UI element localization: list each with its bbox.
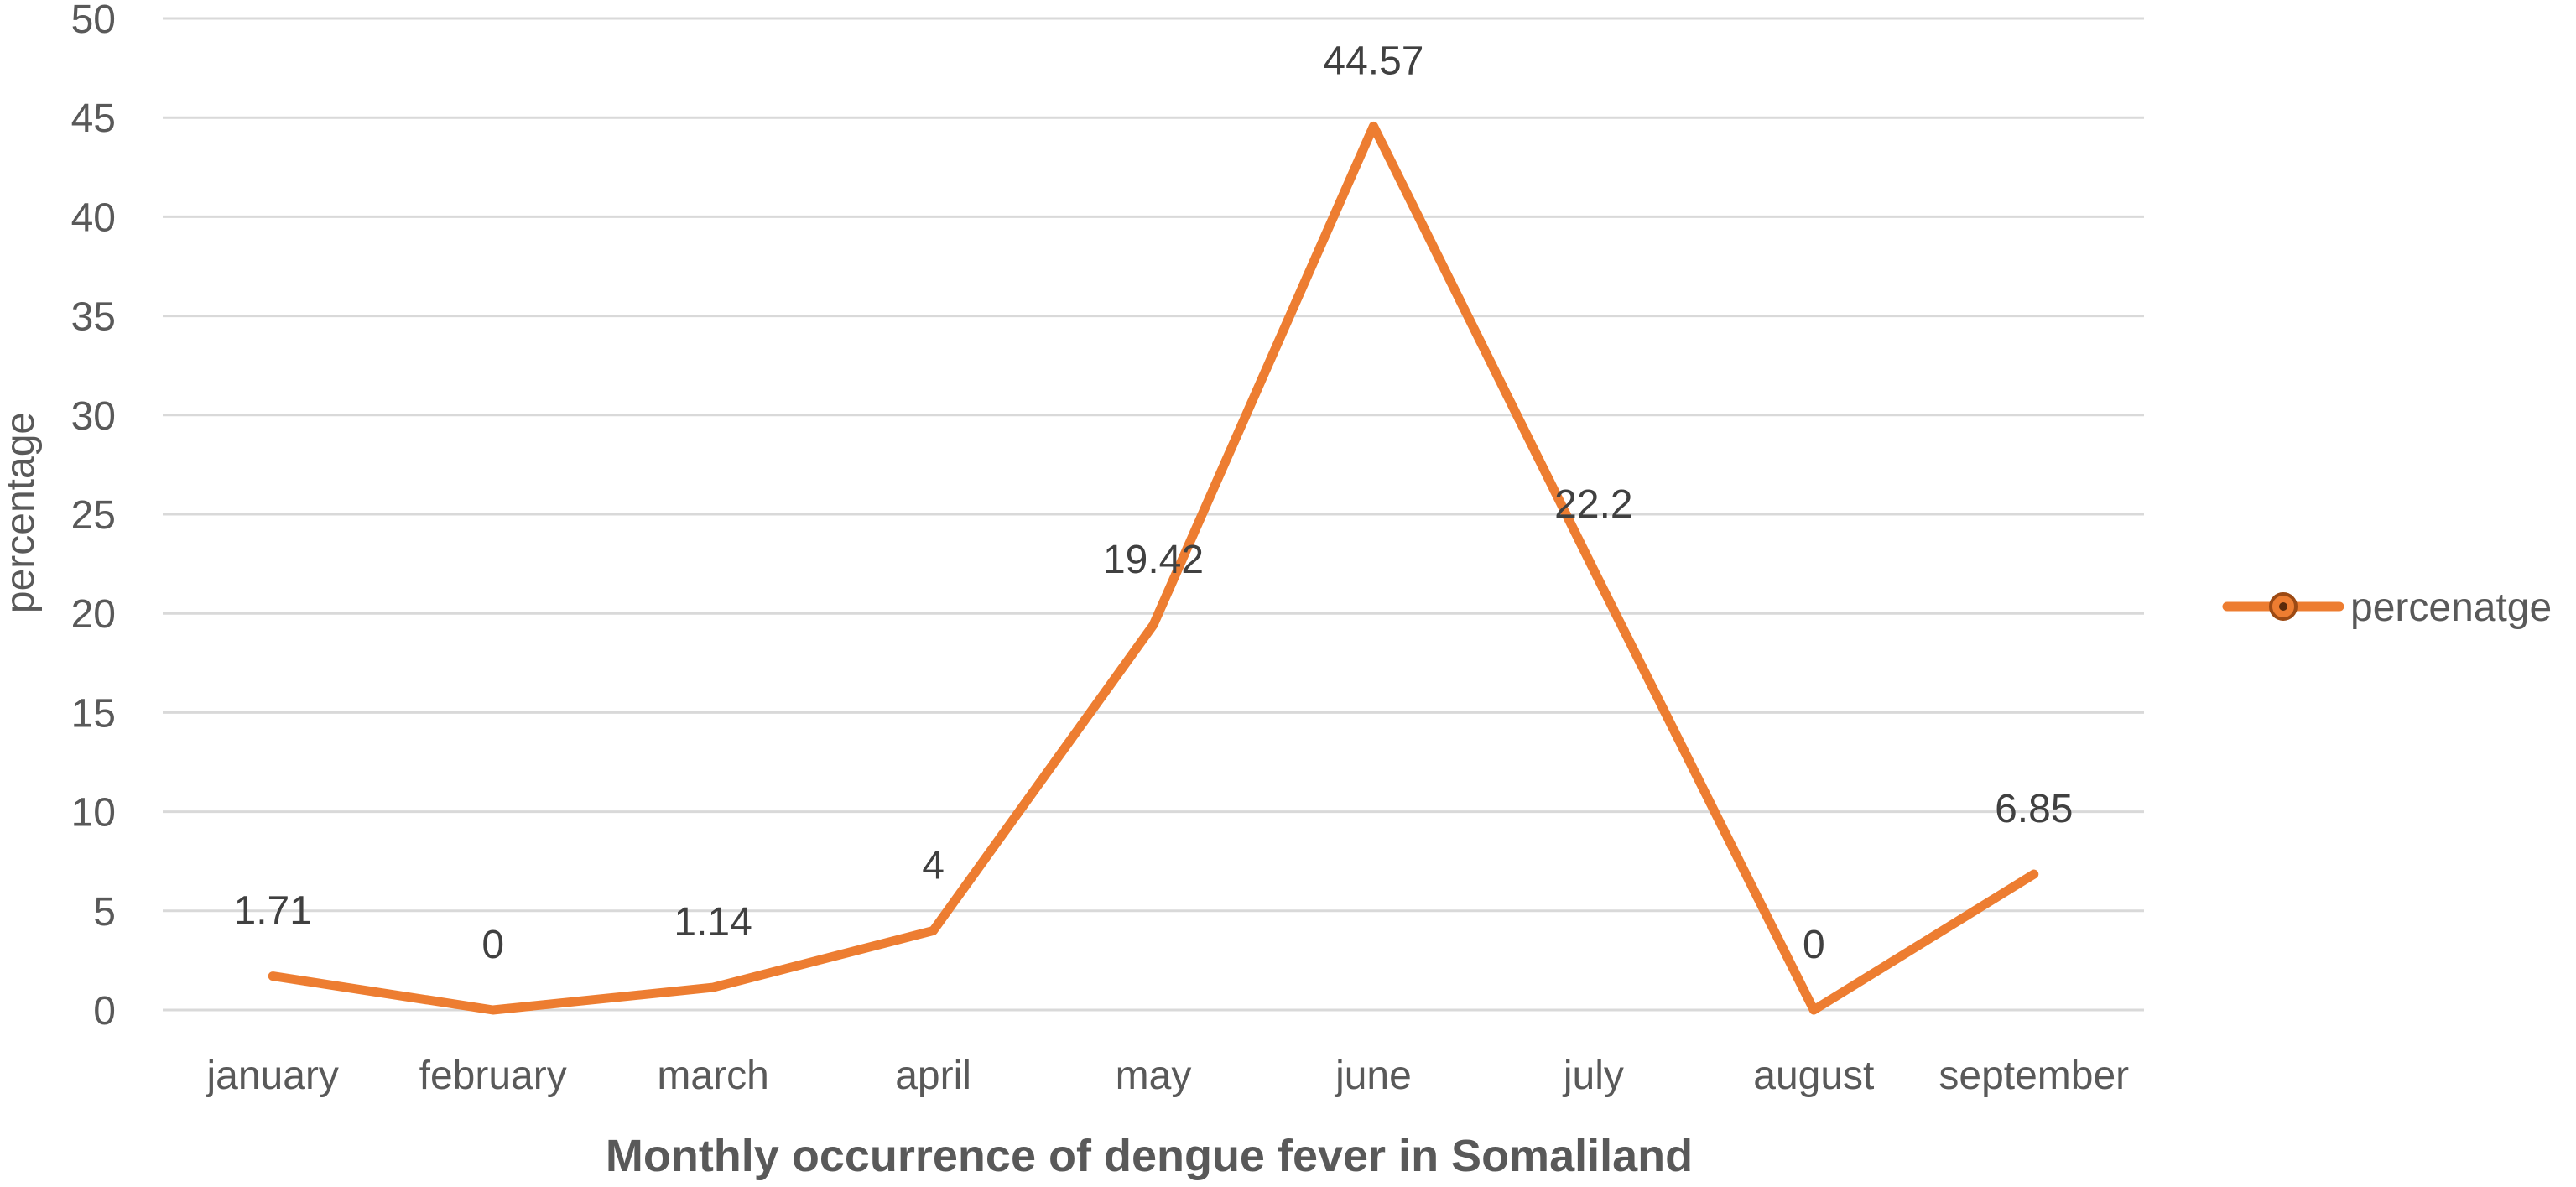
y-tick-label: 30 (71, 394, 116, 439)
data-point (270, 973, 276, 979)
y-axis-title: percentage (0, 412, 43, 613)
legend-marker-dot (2279, 602, 2287, 611)
y-tick-label: 0 (93, 989, 116, 1033)
x-tick-label: january (206, 1054, 339, 1098)
data-point (2031, 872, 2037, 877)
y-tick-label: 5 (93, 890, 116, 935)
data-label: 1.71 (234, 889, 312, 934)
data-point (1371, 123, 1376, 129)
data-point (930, 928, 936, 934)
data-label: 0 (1803, 923, 1825, 967)
x-tick-label: april (895, 1054, 971, 1098)
data-label: 1.14 (674, 900, 752, 945)
x-tick-label: june (1334, 1054, 1412, 1098)
y-tick-label: 10 (71, 791, 116, 836)
y-tick-label: 35 (71, 295, 116, 340)
data-point (710, 985, 716, 991)
x-axis-title: Monthly occurrence of dengue fever in So… (606, 1131, 1693, 1181)
data-label: 0 (481, 923, 504, 967)
y-tick-label: 20 (71, 592, 116, 637)
x-tick-label: july (1562, 1054, 1624, 1098)
x-tick-label: august (1753, 1054, 1874, 1098)
data-point (1151, 622, 1156, 627)
y-tick-label: 45 (71, 96, 116, 141)
data-point (1590, 567, 1596, 573)
y-tick-label: 50 (71, 0, 116, 42)
x-axis-ticks: january february march april may june july augu… (206, 1054, 2130, 1098)
x-tick-label: february (419, 1054, 567, 1098)
data-label: 19.42 (1103, 538, 1204, 582)
data-point (1811, 1007, 1817, 1013)
legend: percenatge (2222, 586, 2552, 630)
x-tick-label: september (1939, 1054, 2129, 1098)
x-tick-label: may (1116, 1054, 1192, 1098)
data-point (490, 1007, 496, 1013)
gridlines (163, 17, 2144, 1012)
y-axis-ticks: 0 5 10 15 20 25 30 35 40 45 50 (71, 0, 116, 1033)
data-label: 22.2 (1554, 482, 1632, 527)
data-labels: 1.71 0 1.14 4 19.42 44.57 22.2 0 6.85 (234, 39, 2074, 967)
data-label: 6.85 (1995, 787, 2073, 831)
y-tick-label: 25 (71, 493, 116, 538)
series-lines (268, 121, 2039, 1015)
y-tick-label: 15 (71, 691, 116, 736)
legend-label: percenatge (2350, 586, 2552, 630)
data-label: 4 (922, 843, 945, 888)
x-tick-label: march (657, 1054, 768, 1098)
y-tick-label: 40 (71, 195, 116, 240)
data-label: 44.57 (1323, 39, 1423, 83)
